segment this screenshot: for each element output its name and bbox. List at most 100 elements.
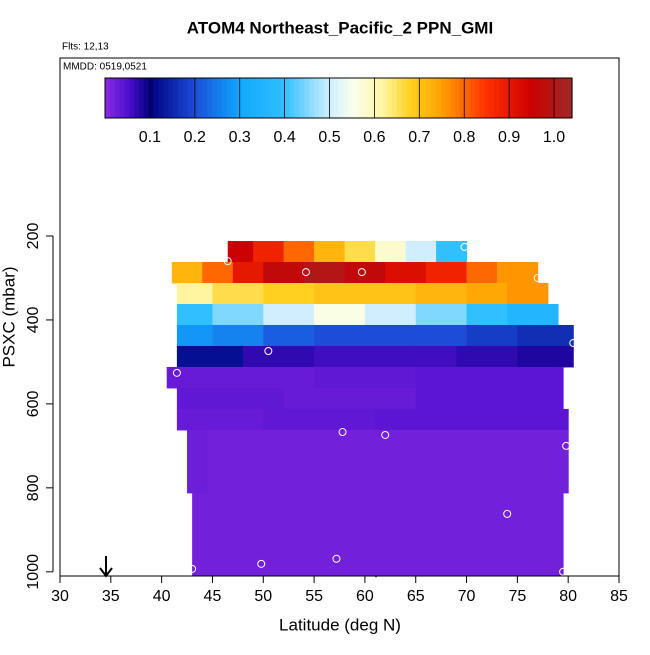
x-tick-label: 30	[51, 588, 69, 605]
x-tick-label: 70	[458, 588, 476, 605]
colorbar-swatch	[134, 78, 140, 118]
cell	[176, 282, 213, 305]
flight-point	[257, 559, 266, 568]
cell	[314, 303, 366, 326]
colorbar-swatch	[177, 78, 184, 118]
cell	[263, 282, 315, 305]
cell	[415, 324, 468, 347]
flight-point	[569, 339, 578, 348]
cell	[263, 324, 315, 347]
cell	[314, 282, 366, 305]
cell	[253, 241, 285, 263]
cell	[212, 324, 264, 347]
colorbar-swatch	[109, 78, 116, 118]
colorbar-swatch	[435, 78, 442, 118]
colorbar-swatch	[143, 78, 150, 118]
curtain	[166, 241, 574, 577]
x-tick-label: 75	[508, 588, 526, 605]
cell	[212, 366, 315, 389]
colorbar-swatch	[265, 78, 271, 118]
cell	[283, 387, 417, 410]
cell	[425, 262, 468, 284]
cell	[476, 408, 569, 431]
colorbar-swatch	[304, 78, 310, 118]
colorbar-swatch	[357, 78, 364, 118]
colorbar-swatch	[479, 78, 486, 118]
cell	[415, 366, 518, 389]
cell	[415, 429, 569, 494]
colorbar-swatch	[489, 78, 495, 118]
colorbar-swatch	[362, 78, 369, 118]
colorbar-swatch	[207, 78, 213, 118]
colorbar-tick-label: 0.4	[273, 129, 295, 146]
colorbar-swatch	[494, 78, 500, 118]
y-axis-label: PSXC (mbar)	[0, 266, 18, 367]
flight-point	[562, 441, 571, 450]
colorbar-swatch	[119, 78, 126, 118]
colorbar-swatch	[197, 78, 203, 118]
cell	[187, 429, 208, 494]
subtitle: Flts: 12,13	[62, 42, 109, 53]
cell	[456, 345, 518, 368]
colorbar-tick-label: 0.2	[184, 129, 206, 146]
colorbar-swatch	[406, 78, 413, 118]
colorbar-swatch	[173, 78, 179, 118]
cell	[212, 282, 264, 305]
colorbar-swatch	[411, 78, 417, 118]
colorbar-swatch	[552, 78, 559, 118]
colorbar-swatch	[187, 78, 194, 118]
cell	[415, 282, 468, 305]
x-axis-label: Latitude (deg N)	[279, 615, 401, 634]
colorbar-swatch	[284, 78, 291, 118]
colorbar-swatch	[440, 78, 447, 118]
colorbar-swatch	[377, 78, 383, 118]
colorbar-swatch	[275, 78, 281, 118]
x-tick-label: 60	[356, 588, 374, 605]
cell	[263, 408, 376, 431]
cell	[227, 241, 254, 263]
colorbar-swatch	[426, 78, 432, 118]
colorbar-swatch	[255, 78, 262, 118]
colorbar-swatch	[445, 78, 451, 118]
cell	[415, 387, 564, 410]
colorbar-swatch	[129, 78, 135, 118]
colorbar-swatch	[168, 78, 174, 118]
y-tick-label: 800	[25, 474, 42, 501]
cell	[303, 262, 346, 284]
colorbar-swatch	[139, 78, 145, 118]
cell	[466, 262, 498, 284]
colorbar-swatch	[294, 78, 301, 118]
colorbar-swatch	[289, 78, 296, 118]
colorbar-swatch	[153, 78, 160, 118]
colorbar-swatch	[158, 78, 164, 118]
colorbar-swatch	[202, 78, 208, 118]
flight-point	[559, 567, 568, 576]
cell	[263, 262, 305, 284]
cell	[497, 262, 539, 284]
cell	[517, 366, 564, 389]
cell	[207, 429, 417, 494]
colorbar-swatch	[299, 78, 306, 118]
annotation: MMDD: 0519,0521	[63, 62, 147, 73]
cell	[517, 324, 574, 347]
cell	[176, 303, 213, 326]
x-tick-label: 65	[407, 588, 425, 605]
flight-point	[338, 428, 347, 437]
colorbar-swatch	[236, 78, 242, 118]
cell	[375, 241, 407, 263]
colorbar-frame	[104, 77, 573, 119]
y-tick-label: 200	[25, 223, 42, 250]
cell	[466, 324, 518, 347]
colorbar-swatch	[537, 78, 544, 118]
colorbar-swatch	[333, 78, 340, 118]
chart-title: ATOM4 Northeast_Pacific_2 PPN_GMI	[187, 18, 493, 37]
colorbar-swatch	[401, 78, 408, 118]
colorbar-tick-label: 0.5	[318, 129, 340, 146]
colorbar-tick-label: 0.8	[453, 129, 475, 146]
flight-point	[381, 430, 390, 439]
plot-frame	[59, 57, 620, 577]
cell	[344, 241, 376, 263]
cell	[176, 408, 264, 431]
colorbar-swatch	[484, 78, 490, 118]
